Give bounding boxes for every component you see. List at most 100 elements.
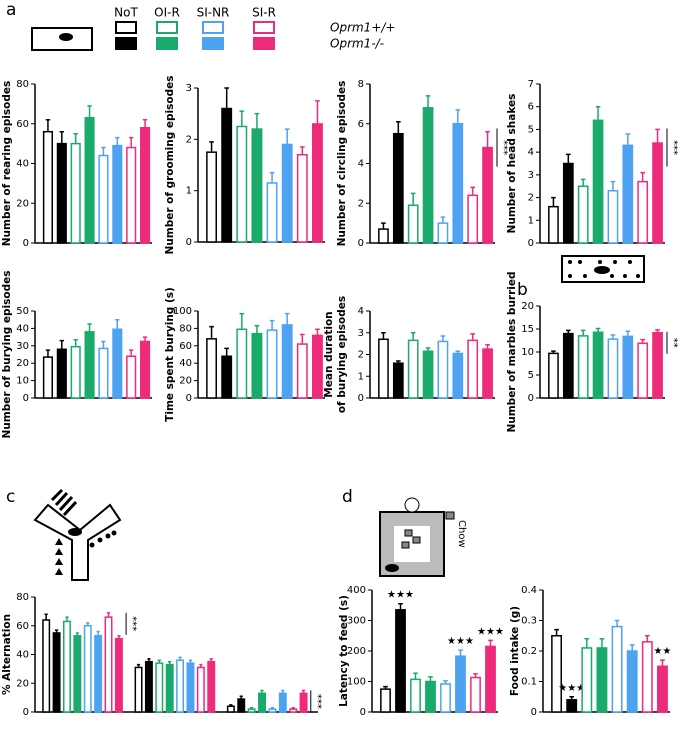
y-tick-label: 8 <box>358 79 364 90</box>
bar <box>656 665 668 713</box>
bar <box>467 339 479 399</box>
y-tick-label: 6 <box>358 119 364 130</box>
y-axis-title: Number of rearing episodes <box>1 81 13 247</box>
bar <box>562 332 574 399</box>
error-bar <box>73 132 78 144</box>
bar <box>207 660 216 713</box>
y-tick-label: 20 <box>16 198 29 209</box>
y-tick-label: 60 <box>16 621 29 632</box>
y-tick-label: 10 <box>16 376 29 387</box>
y-tick-label: 40 <box>179 358 192 369</box>
error-bar <box>396 121 401 134</box>
y-tick-label: 4 <box>528 147 534 158</box>
y-tick-label: 30 <box>16 341 29 352</box>
error-bar <box>96 630 100 636</box>
y-maze-icon <box>33 488 122 581</box>
error-bar <box>101 146 106 156</box>
bar <box>236 125 248 243</box>
bar <box>622 335 634 399</box>
bar <box>268 708 277 713</box>
y-tick-label: 2 <box>186 134 192 145</box>
error-bar <box>455 350 461 354</box>
bar <box>134 666 143 713</box>
error-bar <box>410 192 416 206</box>
error-bar <box>269 171 275 183</box>
bar <box>296 343 308 399</box>
bar <box>70 142 81 244</box>
bar <box>98 347 109 399</box>
y-axis-title: of burying episodes <box>336 296 348 413</box>
error-bar <box>315 100 320 124</box>
y-tick-label: 0.1 <box>521 677 537 688</box>
error-bar <box>301 689 306 694</box>
bar <box>407 204 419 244</box>
y-axis-title: Food intake (g) <box>509 606 521 696</box>
sig-stars: *** <box>668 140 679 155</box>
bar <box>278 692 287 713</box>
error-bar <box>458 649 463 657</box>
bar <box>114 637 123 713</box>
sig-stars: ★★★ <box>558 683 585 694</box>
panel-letter: a <box>6 0 16 20</box>
error-bar <box>566 329 571 334</box>
error-bar <box>625 133 631 146</box>
error-bar <box>440 216 446 224</box>
y-tick-label: 6 <box>528 102 534 113</box>
sig-stars: *** <box>127 616 138 631</box>
bar <box>73 635 82 713</box>
y-tick-label: 1 <box>528 215 534 226</box>
error-bar <box>281 689 285 694</box>
bar <box>52 632 61 713</box>
y-tick-label: 60 <box>16 119 29 130</box>
y-axis-title: % Alternation <box>1 614 13 695</box>
bar <box>637 342 649 399</box>
y-tick-label: 40 <box>16 650 29 661</box>
y-tick-label: 7 <box>528 79 534 90</box>
error-bar <box>443 680 448 684</box>
bar <box>266 182 278 243</box>
error-bar <box>398 602 403 610</box>
y-tick-label: 1 <box>358 371 364 382</box>
y-tick-label: 2 <box>528 193 534 204</box>
error-bar <box>629 644 635 651</box>
legend-swatch <box>253 21 275 34</box>
y-tick-label: 3 <box>528 170 534 181</box>
error-bar <box>115 318 120 330</box>
bar <box>251 128 263 243</box>
error-bar <box>209 325 214 339</box>
y-tick-label: 40 <box>16 159 29 170</box>
bar <box>186 662 195 713</box>
bar <box>437 340 449 399</box>
y-tick-label: 0 <box>23 393 29 404</box>
y-axis-title: Number of marbles burried <box>506 271 518 432</box>
bar <box>596 647 608 713</box>
bar <box>247 708 256 713</box>
y-tick-label: 10 <box>521 347 534 358</box>
legend-label: SI-NR <box>197 6 230 20</box>
error-bar <box>188 659 193 664</box>
error-bar <box>610 334 616 340</box>
bar <box>407 339 419 399</box>
bar <box>206 151 218 243</box>
bar <box>281 143 293 243</box>
error-bar <box>291 706 295 710</box>
y-tick-label: 2 <box>358 198 364 209</box>
bar <box>607 338 619 399</box>
legend-label: SI-R <box>252 6 276 20</box>
error-bar <box>147 658 151 662</box>
bar <box>551 635 563 713</box>
bar <box>452 352 464 399</box>
y-tick-label: 4 <box>358 159 364 170</box>
bar <box>84 117 95 244</box>
error-bar <box>45 119 51 132</box>
legend-label: Oprm1+/+ <box>330 21 395 35</box>
bar <box>455 655 466 713</box>
error-bar <box>142 336 148 342</box>
error-bar <box>284 312 290 325</box>
error-bar <box>381 332 386 340</box>
error-bar <box>209 658 213 662</box>
bar <box>104 616 113 713</box>
y-tick-label: 2 <box>358 350 364 361</box>
y-tick-label: 0 <box>23 707 29 718</box>
